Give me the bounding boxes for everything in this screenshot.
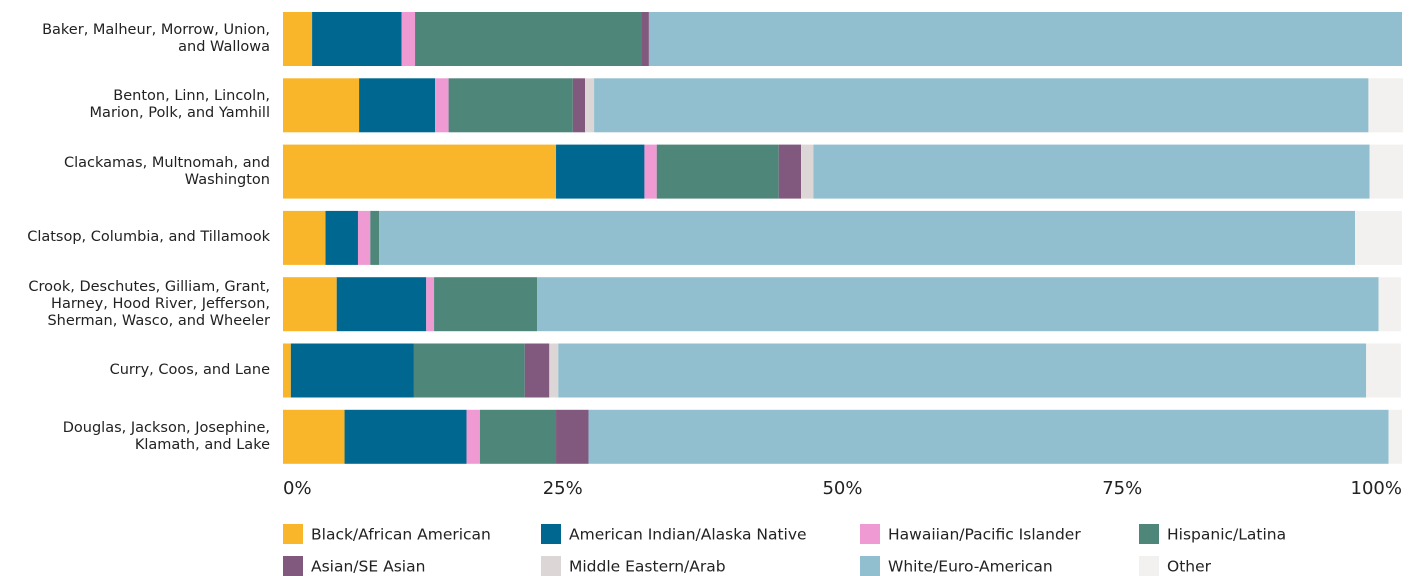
legend-swatch	[541, 556, 561, 576]
legend-label: Asian/SE Asian	[311, 558, 425, 576]
bar-segment	[558, 343, 1367, 398]
x-tick-label: 25%	[543, 478, 583, 499]
bar-segment	[1378, 277, 1401, 332]
bar-segment	[283, 210, 326, 265]
bar-segment	[1368, 78, 1404, 133]
category-label: Crook, Deschutes, Gilliam, Grant, Harney…	[28, 278, 270, 329]
bar-segment	[283, 12, 313, 66]
x-tick-label: 0%	[283, 478, 312, 499]
legend-swatch	[283, 524, 303, 544]
bar-segment	[556, 409, 589, 464]
bar-segment	[415, 12, 642, 66]
bar-segment	[379, 210, 1356, 265]
legend-label: American Indian/Alaska Native	[569, 526, 807, 544]
x-tick-label: 75%	[1102, 478, 1142, 499]
bar-segment	[549, 343, 559, 398]
bar-segment	[283, 343, 291, 398]
bar-segment	[1366, 343, 1401, 398]
bar-segment	[572, 78, 586, 133]
legend-label: Hispanic/Latina	[1167, 526, 1286, 544]
bar-segment	[594, 78, 1369, 133]
bar-segment	[401, 12, 416, 66]
legend-label: Middle Eastern/Arab	[569, 558, 726, 576]
bar-segment	[585, 78, 595, 133]
bar-segment	[283, 277, 337, 332]
legend-label: Other	[1167, 558, 1212, 576]
x-tick-label: 100%	[1351, 478, 1402, 499]
bar-segment	[413, 343, 525, 398]
bar-segment	[524, 343, 550, 398]
legend-swatch	[1139, 524, 1159, 544]
bar-segment	[370, 210, 380, 265]
bar-segment	[336, 277, 427, 332]
legend-label: White/Euro-American	[888, 558, 1053, 576]
legend-label: Black/African American	[311, 526, 491, 544]
bar-segment	[801, 144, 814, 199]
bar-segment	[325, 210, 358, 265]
bar-segment	[644, 144, 657, 199]
legend-swatch	[860, 524, 880, 544]
bar-segment	[357, 210, 371, 265]
bar-segment	[448, 78, 573, 133]
bar-segment	[283, 144, 557, 199]
bar-segment	[283, 409, 345, 464]
category-label: Clatsop, Columbia, and Tillamook	[27, 229, 270, 246]
bar-segment	[813, 144, 1370, 199]
bar-segment	[648, 12, 1402, 66]
category-label: Baker, Malheur, Morrow, Union, and Wallo…	[42, 22, 270, 55]
bar-segment	[1369, 144, 1404, 199]
bar-segment	[778, 144, 802, 199]
bar-segment	[1388, 409, 1402, 464]
category-label: Benton, Linn, Lincoln, Marion, Polk, and…	[89, 88, 270, 122]
legend-label: Hawaiian/Pacific Islander	[888, 526, 1081, 544]
bar-segment	[344, 409, 467, 464]
bar-segment	[359, 78, 436, 133]
bar-segment	[479, 409, 557, 464]
bar-segment	[290, 343, 414, 398]
bar-segment	[434, 277, 538, 332]
bar-segment	[283, 78, 360, 133]
legend-swatch	[283, 556, 303, 576]
bar-segment	[588, 409, 1389, 464]
category-label: Clackamas, Multnomah, and Washington	[64, 154, 270, 188]
bar-segment	[556, 144, 645, 199]
bar-segment	[426, 277, 435, 332]
legend-swatch	[541, 524, 561, 544]
bar-segment	[466, 409, 480, 464]
bar-segment	[656, 144, 779, 199]
bar-segment	[537, 277, 1379, 332]
bar-segment	[641, 12, 649, 66]
legend-swatch	[860, 556, 880, 576]
bar-segment	[1355, 210, 1402, 265]
x-tick-label: 50%	[822, 478, 862, 499]
bar-segment	[312, 12, 402, 66]
bar-segment	[435, 78, 449, 133]
category-label: Douglas, Jackson, Josephine, Klamath, an…	[62, 419, 270, 453]
legend-swatch	[1139, 556, 1159, 576]
category-label: Curry, Coos, and Lane	[109, 362, 270, 378]
